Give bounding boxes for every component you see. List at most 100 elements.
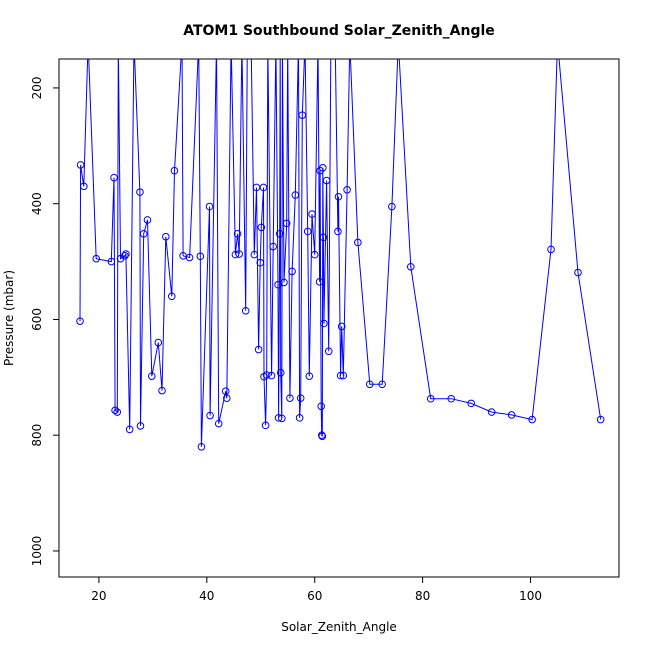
data-point [547,245,555,254]
data-point [288,267,296,276]
data-point [315,278,324,286]
data-point [121,251,129,260]
data-point [222,394,231,402]
data-point [574,268,582,277]
data-point [154,338,163,347]
data-point [76,161,85,169]
y-tick-label: 400 [30,192,44,215]
plot-frame [58,58,620,578]
data-point [125,425,134,434]
series-layer [76,59,605,451]
data-point [447,394,456,403]
y-tick-label: 800 [30,424,44,447]
data-point [259,183,268,192]
data-point [280,278,288,287]
data-point [282,219,291,228]
x-axis: 20 40 60 80 100 [91,577,542,603]
data-point [528,415,536,424]
data-point [235,250,243,258]
data-point [334,192,343,201]
data-point [107,257,116,266]
data-point [308,210,316,218]
data-point [319,164,327,172]
data-point [318,432,327,441]
data-point [257,223,266,232]
data-point [80,182,88,191]
data-point [269,242,277,251]
data-point [261,421,270,430]
data-point [256,258,265,267]
data-point [319,233,328,242]
data-point [354,238,362,247]
data-point [295,414,304,422]
data-point [303,227,312,236]
data-point [162,232,170,241]
data-point [507,411,516,419]
data-point [185,253,194,262]
data-point [214,419,223,428]
x-tick-label: 40 [199,589,214,603]
y-axis: 200 400 600 800 1000 [30,76,59,566]
data-point [197,442,206,451]
data-point [487,408,496,416]
data-point [167,292,176,301]
data-point [122,250,130,258]
series-line [79,59,602,447]
data-point [275,229,284,238]
data-point [113,408,122,416]
data-point [317,402,325,411]
data-point [205,202,214,211]
data-point [343,186,351,194]
data-point [233,229,242,238]
y-tick-label: 600 [30,308,44,331]
data-point [291,191,300,199]
data-point [241,306,250,315]
data-point [336,371,345,380]
data-point [310,250,319,259]
data-point [334,227,342,236]
data-point [274,414,283,422]
data-point [206,411,214,420]
data-point [320,319,328,328]
data-point [139,229,148,238]
data-point [110,173,118,182]
data-point [426,394,435,403]
data-point [286,394,294,402]
data-point [262,371,271,379]
data-point [296,394,305,402]
data-point [221,387,230,396]
data-point [196,252,205,261]
data-point [322,176,331,185]
data-point [406,262,415,271]
data-point [158,386,166,395]
y-tick-label: 200 [30,76,44,99]
data-point [92,254,101,263]
data-point [365,380,374,389]
y-axis-label: Pressure (mbar) [2,270,16,366]
chart-title: ATOM1 Southbound Solar_Zenith_Angle [183,23,495,39]
data-point [298,111,307,119]
data-point [231,250,240,259]
data-point [136,188,144,196]
data-point [170,166,179,175]
data-point [267,371,276,380]
data-point [250,250,259,259]
x-tick-label: 20 [91,589,106,603]
data-point [136,422,145,430]
x-tick-label: 60 [307,589,322,603]
x-tick-label: 80 [415,589,430,603]
data-point [143,216,152,224]
data-point [596,415,605,424]
data-point [305,372,314,380]
data-point [339,371,348,380]
x-axis-label: Solar_Zenith_Angle [281,620,397,634]
data-point [337,322,346,331]
x-tick-label: 100 [519,589,542,603]
data-point [76,317,84,325]
data-point [276,368,285,377]
data-point [388,202,396,211]
data-point [147,372,156,380]
data-point [111,406,119,415]
